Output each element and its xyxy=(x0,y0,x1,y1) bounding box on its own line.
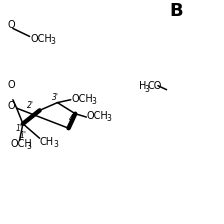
Text: B: B xyxy=(170,2,183,20)
Text: 4': 4' xyxy=(69,114,76,123)
Polygon shape xyxy=(69,113,77,128)
Polygon shape xyxy=(23,109,41,124)
Text: 3: 3 xyxy=(144,84,149,93)
Text: OCH: OCH xyxy=(87,111,109,121)
Text: OCH: OCH xyxy=(30,34,52,44)
Text: 3: 3 xyxy=(27,142,32,151)
Text: 2': 2' xyxy=(27,101,34,110)
Text: 3: 3 xyxy=(106,114,111,123)
Text: 1': 1' xyxy=(16,124,23,133)
Text: 3: 3 xyxy=(91,97,96,106)
Text: CO: CO xyxy=(147,81,162,91)
Text: O: O xyxy=(7,20,15,30)
Text: CH: CH xyxy=(40,137,54,147)
Text: 3: 3 xyxy=(53,140,58,149)
Text: 1': 1' xyxy=(20,131,27,140)
Text: 3: 3 xyxy=(50,37,55,46)
Text: O: O xyxy=(8,101,16,111)
Text: 3': 3' xyxy=(52,93,59,102)
Text: OCH: OCH xyxy=(11,139,32,149)
Text: OCH: OCH xyxy=(71,94,93,103)
Text: H: H xyxy=(139,81,146,91)
Text: O: O xyxy=(7,80,15,90)
